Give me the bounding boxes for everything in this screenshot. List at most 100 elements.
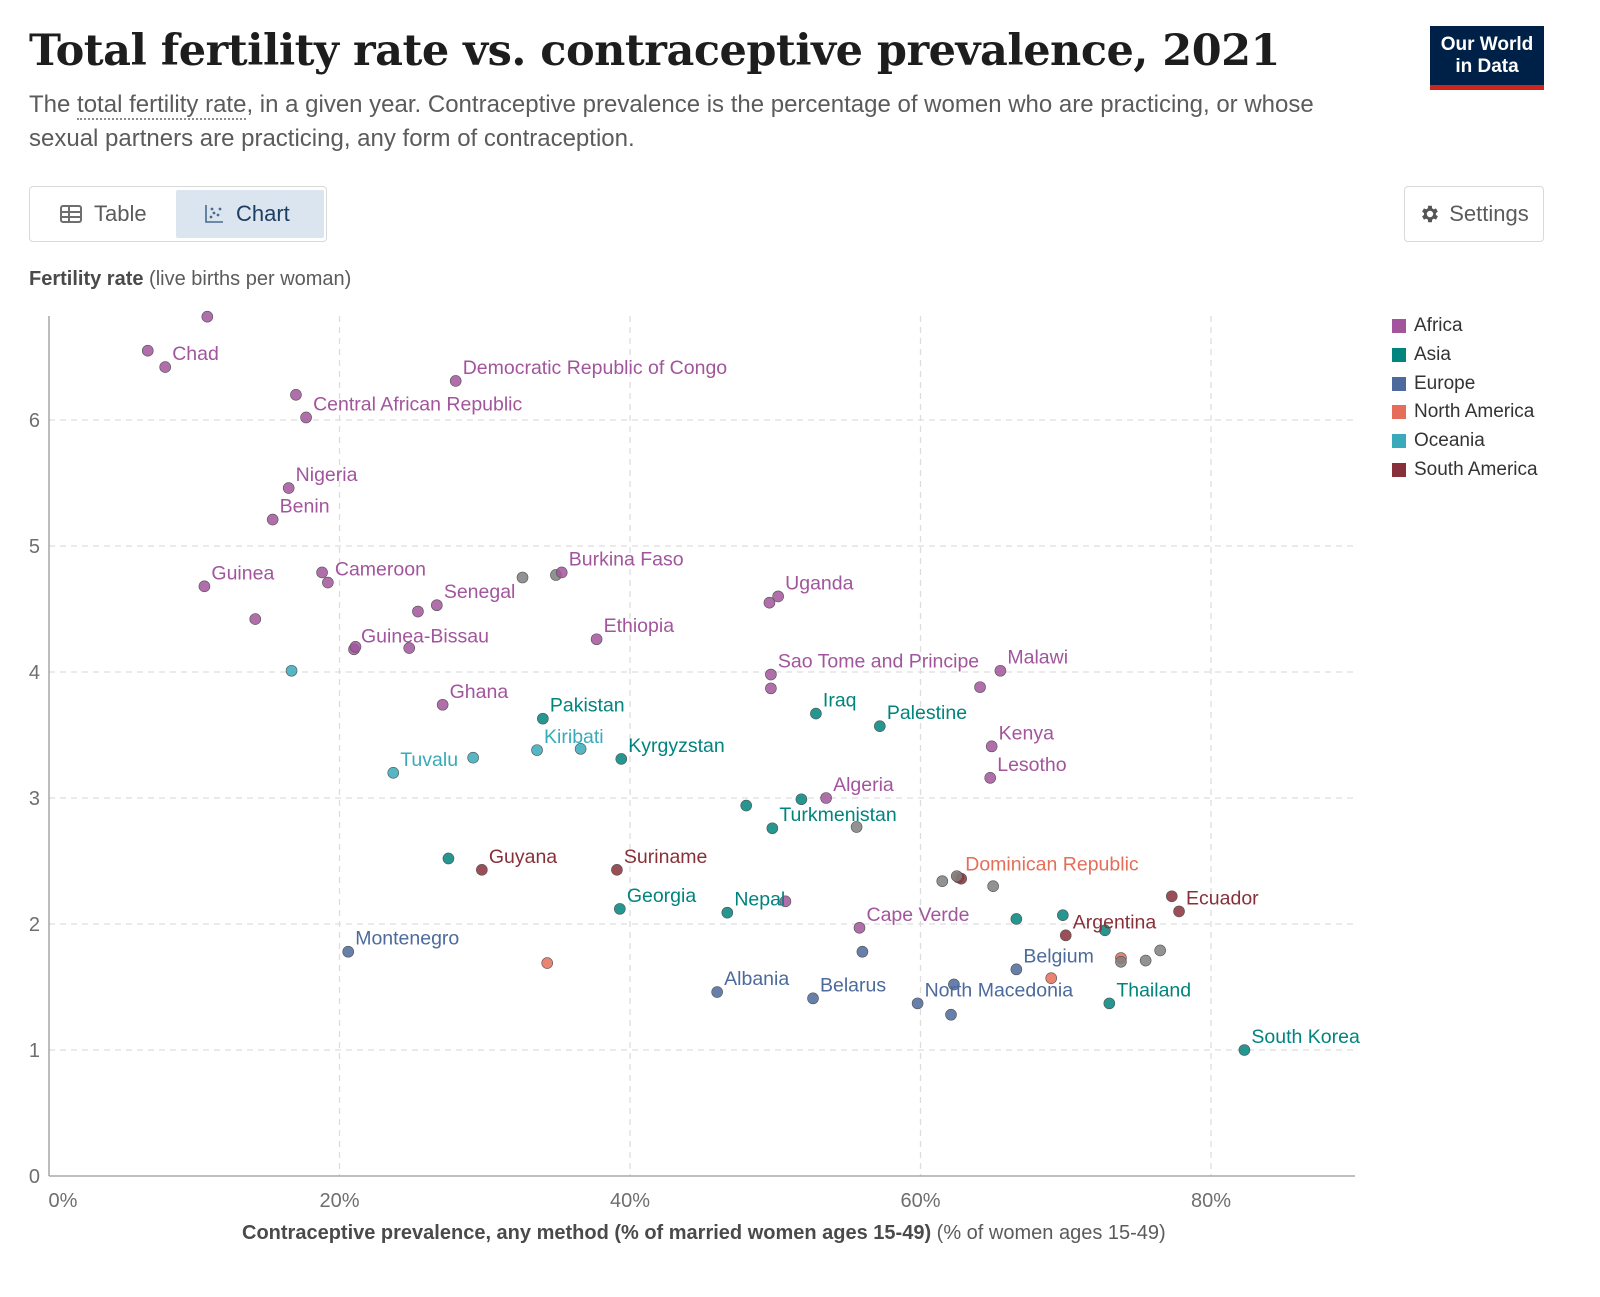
scatter-point [467, 751, 479, 764]
point-label: Montenegro [355, 928, 459, 950]
scatter-point [951, 870, 963, 882]
scatter-point [874, 720, 886, 732]
point-label: Guinea [211, 562, 274, 584]
logo-line-2: in Data [1455, 56, 1519, 77]
scatter-point [412, 605, 424, 618]
scatter-point [985, 740, 998, 753]
point-label: Turkmenistan [779, 804, 896, 826]
chart-subtitle: The total fertility rate, in a given yea… [29, 88, 1389, 156]
scatter-point [795, 793, 808, 806]
grid-lines [49, 316, 1355, 1176]
point-label: North Macedonia [925, 979, 1074, 1001]
point-label: Belarus [820, 974, 886, 996]
tab-table[interactable]: Table [34, 190, 174, 238]
scatter-point [316, 566, 328, 579]
scatter-point [342, 945, 355, 958]
x-axis-title: Contraceptive prevalence, any method (% … [242, 1222, 1166, 1245]
point-label: Ecuador [1186, 887, 1259, 909]
scatter-point [766, 822, 779, 835]
scatter-point [807, 992, 819, 1005]
scatter-point [721, 906, 734, 919]
scatter-point [537, 712, 549, 725]
scatter-point [403, 642, 416, 654]
scatter-point [285, 664, 298, 677]
table-icon [60, 205, 82, 223]
total-fertility-rate-link[interactable]: total fertility rate [77, 91, 247, 120]
legend-item[interactable]: South America [1392, 455, 1538, 484]
scatter-point [436, 698, 449, 711]
scatter-point [772, 590, 784, 603]
scatter-point [994, 664, 1007, 677]
legend-swatch [1392, 319, 1406, 334]
tab-chart[interactable]: Chart [176, 190, 324, 238]
scatter-point [541, 957, 554, 969]
scatter-point [614, 903, 626, 915]
point-label: Senegal [444, 581, 516, 603]
legend-label: Africa [1414, 315, 1463, 337]
legend-item[interactable]: Europe [1392, 369, 1538, 398]
y-tick-label: 5 [29, 536, 40, 558]
scatter-point [300, 411, 312, 424]
point-label: Kyrgyzstan [628, 735, 724, 757]
logo-line-1: Our World [1440, 34, 1534, 55]
data-points [141, 310, 1251, 1056]
point-label: Uganda [785, 572, 853, 594]
y-tick-label: 1 [29, 1040, 40, 1062]
scatter-point [765, 682, 777, 695]
scatter-point [856, 945, 869, 958]
tab-table-label: Table [94, 201, 147, 226]
legend-label: North America [1414, 401, 1535, 423]
point-label: Dominican Republic [965, 853, 1139, 875]
scatter-point [322, 576, 334, 589]
x-axis-title-bold: Contraceptive prevalence, any method (% … [242, 1222, 932, 1244]
legend-item[interactable]: Africa [1392, 312, 1538, 341]
point-label: Democratic Republic of Congo [463, 357, 728, 379]
scatter-point [387, 766, 400, 779]
point-label: Palestine [887, 702, 967, 724]
point-label: Thailand [1116, 979, 1191, 1001]
point-label: Nepal [734, 889, 785, 911]
point-label: Belgium [1023, 945, 1093, 967]
scatter-point [765, 668, 777, 681]
point-label: Nigeria [296, 464, 358, 486]
y-axis-title: Fertility rate (live births per woman) [29, 268, 351, 291]
owid-logo[interactable]: Our World in Data [1430, 26, 1544, 90]
point-label: Tuvalu [400, 749, 458, 771]
x-tick-label: 0% [49, 1190, 78, 1212]
scatter-point [282, 482, 295, 494]
scatter-point [1057, 909, 1069, 921]
scatter-point [945, 1008, 957, 1021]
scatter-point [555, 566, 568, 579]
legend-item[interactable]: Asia [1392, 341, 1538, 370]
legend-label: Oceania [1414, 430, 1485, 452]
legend-label: Europe [1414, 372, 1476, 394]
scatter-point [711, 986, 723, 998]
legend-swatch [1392, 462, 1406, 477]
legend-swatch [1392, 405, 1406, 420]
point-label: Lesotho [997, 754, 1067, 776]
legend-swatch [1392, 434, 1406, 449]
scatter-point [948, 978, 960, 991]
subtitle-pre: The [29, 91, 78, 118]
scatter-point [987, 880, 999, 893]
y-axis-title-bold: Fertility rate [29, 268, 144, 290]
scatter-point [1010, 963, 1023, 976]
legend-label: Asia [1414, 344, 1451, 366]
point-label: Benin [280, 496, 330, 518]
point-label: Ethiopia [604, 615, 675, 637]
scatter-point [1115, 955, 1127, 968]
scatter-point [1173, 905, 1185, 918]
point-label: South Korea [1251, 1026, 1360, 1048]
scatter-point [249, 613, 262, 625]
scatter-point [1010, 913, 1023, 925]
legend-item[interactable]: Oceania [1392, 427, 1538, 456]
point-label: Albania [724, 968, 789, 990]
point-label: Argentina [1073, 911, 1157, 933]
scatter-point [516, 571, 529, 584]
scatter-point [1059, 929, 1072, 942]
point-label: Ghana [450, 681, 509, 703]
scatter-point [936, 875, 949, 887]
legend-item[interactable]: North America [1392, 398, 1538, 427]
settings-button[interactable]: Settings [1404, 186, 1544, 242]
